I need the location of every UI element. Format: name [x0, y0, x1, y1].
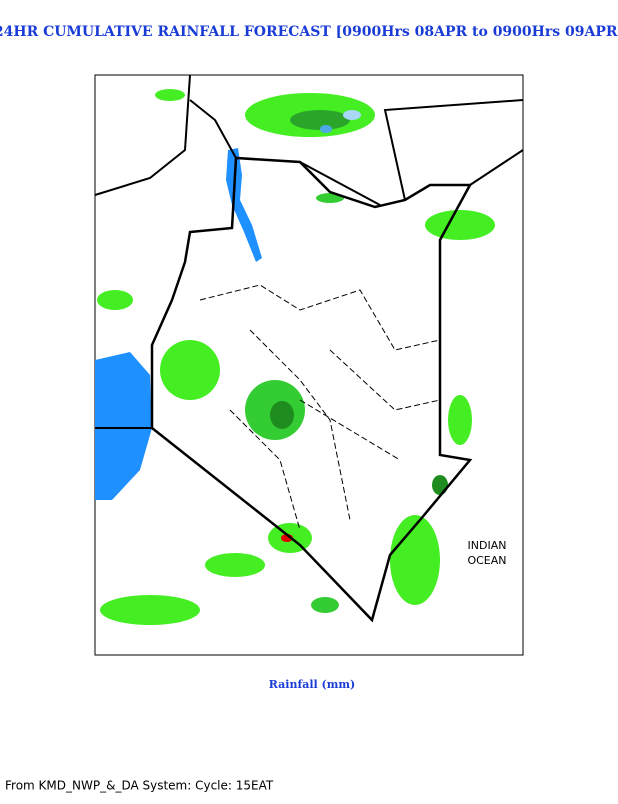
rain-area	[425, 210, 495, 240]
x-axis-label: Rainfall (mm)	[269, 678, 355, 691]
footer: From KMD_NWP_&_DA System: Cycle: 15EAT	[5, 779, 274, 793]
map: INDIAN OCEAN Rainfall (mm)	[94, 74, 524, 691]
rain-area	[155, 89, 185, 101]
rain-field	[97, 89, 495, 625]
rain-area	[100, 595, 200, 625]
title: 24HR CUMULATIVE RAINFALL FORECAST [0900H…	[0, 24, 618, 40]
rain-area	[205, 553, 265, 577]
rain-area	[320, 125, 332, 133]
country-borders	[94, 74, 524, 429]
rain-area	[290, 110, 350, 130]
rain-area	[311, 597, 339, 613]
rain-area	[432, 475, 448, 495]
rain-area	[97, 290, 133, 310]
lake-victoria	[95, 352, 152, 500]
rain-area	[448, 395, 472, 445]
map-frame	[94, 74, 524, 656]
rain-area	[390, 515, 440, 605]
ocean-label: OCEAN	[467, 554, 506, 567]
rain-area	[343, 110, 361, 120]
county-borders	[199, 284, 441, 531]
rain-area	[270, 401, 294, 429]
rain-area	[160, 340, 220, 400]
ocean-label: INDIAN	[468, 539, 507, 552]
